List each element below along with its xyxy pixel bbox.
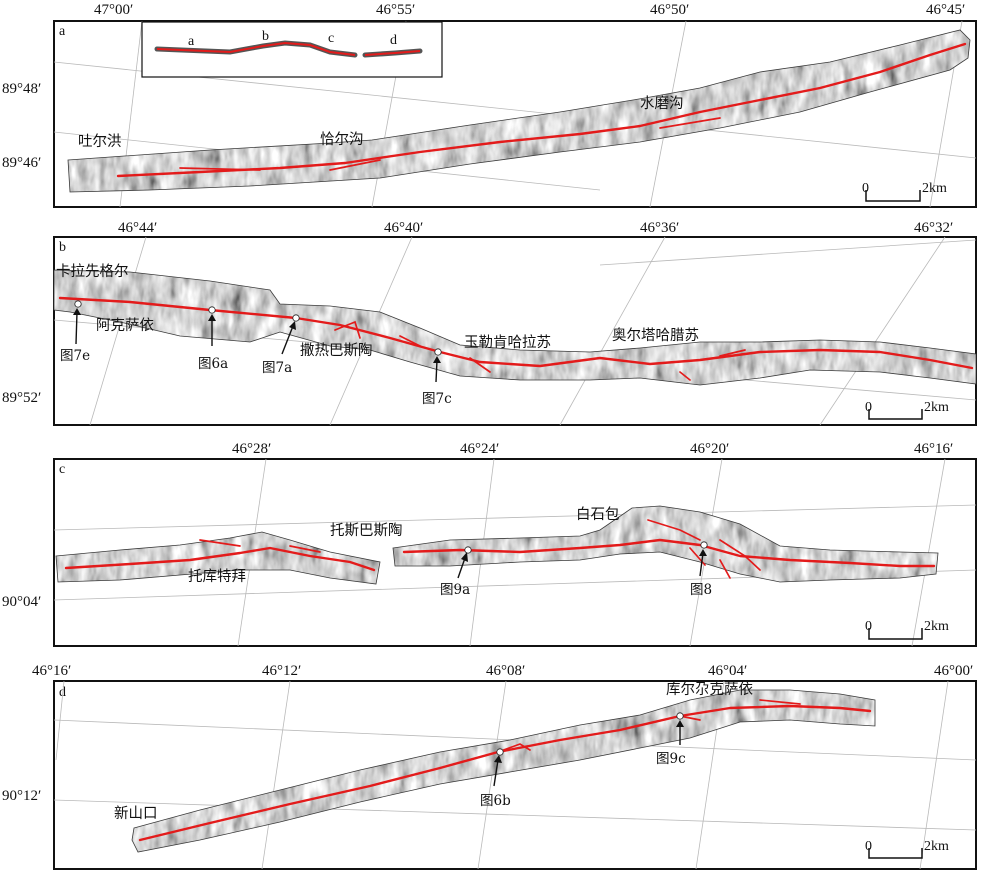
figure-ref-label: 图7a: [262, 360, 292, 376]
figure-ref-label: 图8: [690, 582, 712, 598]
panel-b-lon-tick: 46°32′: [914, 220, 953, 236]
figure-ref-marker: 图9c: [656, 712, 686, 767]
panel-d: d 46°16′ 46°12′ 46°08′ 46°04′ 46°00′ 90°…: [2, 663, 977, 870]
place-label: 白石包: [576, 506, 620, 523]
scalebar-start: 0: [862, 181, 869, 196]
place-label: 新山口: [114, 805, 158, 822]
panel-b-fault-branch: [334, 320, 746, 381]
panel-c-fault-trace-east: [402, 538, 936, 568]
figure-ref-marker: 图7c: [422, 348, 452, 407]
panel-c-lon-tick: 46°16′: [914, 441, 953, 457]
place-label: 阿克萨依: [96, 317, 154, 334]
panel-d-hillshade-strip: [131, 689, 876, 853]
panel-b-lon-tick: 46°40′: [384, 220, 423, 236]
panel-c-frame: [53, 458, 977, 647]
panel-a-label: a: [59, 24, 66, 39]
figure-ref-marker: 图6b: [480, 748, 511, 809]
scalebar-end: 2km: [924, 839, 949, 854]
panel-d-lon-tick: 46°04′: [708, 663, 747, 679]
panel-c-lat-tick: 90°04′: [2, 594, 41, 610]
panel-d-lon-tick: 46°08′: [486, 663, 525, 679]
place-label: 奥尔塔哈腊苏: [612, 327, 699, 344]
panel-a-lon-tick: 46°50′: [650, 2, 689, 18]
inset-label-b: b: [262, 29, 269, 44]
panel-b-lat-tick: 89°52′: [2, 390, 41, 406]
place-label: 托库特拜: [188, 568, 246, 585]
panel-c-hillshade-strip-east: [392, 505, 939, 583]
figure-ref-label: 图7c: [422, 391, 452, 407]
panel-b-label: b: [59, 240, 66, 255]
panel-a-inset-map: a b c d: [141, 21, 443, 78]
place-label: 库尔尕克萨依: [666, 681, 753, 698]
figure-ref-marker: 图6a: [198, 306, 228, 372]
scalebar-end: 2km: [924, 400, 949, 415]
scalebar-start: 0: [865, 400, 872, 415]
figure-ref-label: 图7e: [60, 348, 90, 364]
figure-ref-marker: 图8: [690, 541, 712, 598]
figure-ref-marker: 图7a: [262, 314, 300, 376]
panel-d-scalebar: 0 2km: [865, 839, 949, 859]
panel-d-frame: [53, 680, 977, 870]
panel-d-fault-trace: [138, 704, 872, 842]
panel-a-lon-tick: 47°00′: [94, 2, 133, 18]
panel-b-fault-trace: [58, 296, 974, 370]
place-label: 撒热巴斯陶: [300, 342, 373, 359]
figure-ref-marker: 图7e: [60, 300, 90, 364]
panel-b-scalebar: 0 2km: [865, 400, 949, 420]
figure-ref-label: 图6b: [480, 793, 511, 809]
panel-b-lon-tick: 46°44′: [118, 220, 157, 236]
panel-a-scalebar: 0 2km: [862, 181, 947, 202]
place-label: 玉勒肯哈拉苏: [464, 334, 551, 351]
panel-a-frame: [53, 20, 977, 208]
scalebar-end: 2km: [922, 181, 947, 196]
panel-c-label: c: [59, 462, 65, 477]
panel-b-hillshade-strip: [53, 269, 977, 386]
figure-ref-label: 图6a: [198, 356, 228, 372]
panel-c-lon-tick: 46°20′: [690, 441, 729, 457]
inset-label-c: c: [328, 31, 334, 46]
panel-a-fault-trace: [116, 42, 967, 178]
figure-ref-label: 图9a: [440, 582, 470, 598]
panel-d-lon-tick: 46°12′: [262, 663, 301, 679]
place-label: 恰尔沟: [320, 131, 364, 148]
panel-a: a a b c d 47°00′ 46°55′ 46°50′ 46°45′ 8: [2, 2, 977, 208]
scalebar-end: 2km: [924, 619, 949, 634]
panel-a-fault-branch: [179, 117, 721, 171]
place-label: 卡拉先格尔: [56, 263, 129, 280]
panel-d-lon-tick: 46°00′: [934, 663, 973, 679]
panel-c-lon-tick: 46°28′: [232, 441, 271, 457]
panel-c-fault-trace-west: [64, 546, 376, 572]
scalebar-start: 0: [865, 619, 872, 634]
panel-a-lat-tick: 89°48′: [2, 81, 41, 97]
panel-b-frame: [53, 236, 977, 426]
panel-b: b 46°44′ 46°40′ 46°36′ 46°32′ 89°52′ 卡拉先…: [2, 220, 977, 426]
panel-c-fault-branch: [199, 519, 761, 579]
panel-a-lon-tick: 46°45′: [926, 2, 965, 18]
place-label: 水磨沟: [640, 95, 684, 112]
place-label: 托斯巴斯陶: [330, 522, 403, 539]
inset-label-d: d: [390, 33, 397, 48]
panel-d-lat-tick: 90°12′: [2, 788, 41, 804]
place-label: 吐尔洪: [78, 133, 122, 150]
panel-a-lon-tick: 46°55′: [376, 2, 415, 18]
panel-d-lon-tick: 46°16′: [32, 663, 71, 679]
panel-c-lon-tick: 46°24′: [460, 441, 499, 457]
scalebar-start: 0: [865, 839, 872, 854]
panel-a-hillshade-strip: [67, 29, 971, 193]
figure-ref-label: 图9c: [656, 751, 686, 767]
panel-b-lon-tick: 46°36′: [640, 220, 679, 236]
panel-c-scalebar: 0 2km: [865, 619, 949, 640]
inset-label-a: a: [188, 34, 195, 49]
figure-ref-marker: 图9a: [440, 546, 472, 598]
panel-a-lat-tick: 89°46′: [2, 155, 41, 171]
panel-c: c 46°28′ 46°24′ 46°20′ 46°16′ 90°04′ 托斯巴…: [2, 441, 977, 647]
